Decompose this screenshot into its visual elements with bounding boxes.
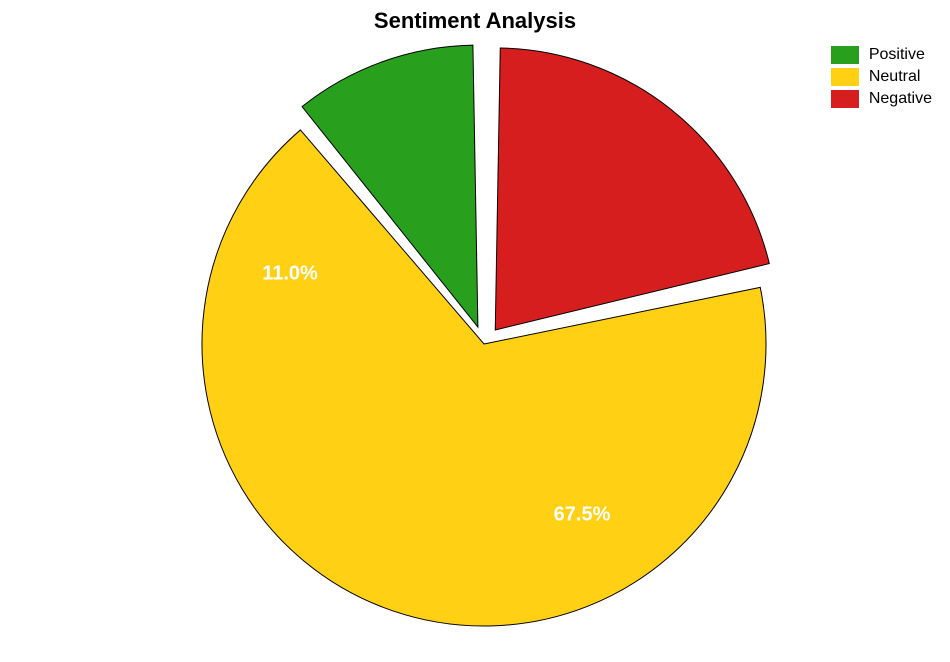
legend: Positive Neutral Negative	[831, 46, 932, 112]
legend-item-positive: Positive	[831, 46, 932, 64]
legend-label: Positive	[869, 46, 925, 64]
legend-label: Negative	[869, 90, 932, 108]
pie-chart: 21.5%67.5%11.0%	[0, 0, 950, 662]
chart-container: Sentiment Analysis 21.5%67.5%11.0% Posit…	[0, 0, 950, 662]
legend-label: Neutral	[869, 68, 921, 86]
pie-slice-label-neutral: 67.5%	[554, 503, 611, 525]
legend-swatch-negative	[831, 90, 859, 108]
legend-item-neutral: Neutral	[831, 68, 932, 86]
pie-slice-label-positive: 11.0%	[262, 262, 318, 284]
pie-slice-negative	[495, 48, 769, 330]
legend-swatch-neutral	[831, 68, 859, 86]
legend-item-negative: Negative	[831, 90, 932, 108]
legend-swatch-positive	[831, 46, 859, 64]
